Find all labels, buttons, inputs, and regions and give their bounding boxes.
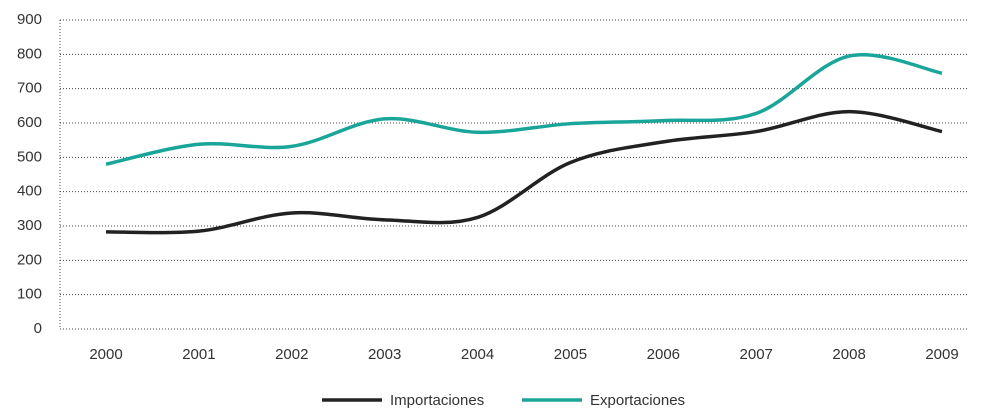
- y-tick-label: 600: [17, 114, 42, 131]
- y-tick-label: 100: [17, 286, 42, 303]
- y-tick-label: 0: [34, 320, 42, 337]
- y-tick-label: 300: [17, 217, 42, 234]
- y-tick-label: 900: [17, 11, 42, 28]
- legend-label: Exportaciones: [590, 392, 685, 409]
- legend-label: Importaciones: [390, 392, 484, 409]
- line-series: [105, 109, 943, 235]
- line-series: [105, 53, 943, 166]
- x-tick-label: 2009: [925, 346, 958, 363]
- x-tick-label: 2000: [89, 346, 122, 363]
- y-tick-label: 800: [17, 45, 42, 62]
- x-tick-label: 2004: [461, 346, 494, 363]
- y-tick-label: 500: [17, 148, 42, 165]
- x-tick-label: 2006: [647, 346, 680, 363]
- x-tick-label: 2002: [275, 346, 308, 363]
- x-tick-label: 2003: [368, 346, 401, 363]
- x-tick-label: 2008: [832, 346, 865, 363]
- y-tick-label: 200: [17, 251, 42, 268]
- x-tick-label: 2007: [740, 346, 773, 363]
- x-tick-label: 2001: [182, 346, 215, 363]
- y-tick-label: 400: [17, 183, 42, 200]
- x-tick-label: 2005: [554, 346, 587, 363]
- y-tick-label: 700: [17, 80, 42, 97]
